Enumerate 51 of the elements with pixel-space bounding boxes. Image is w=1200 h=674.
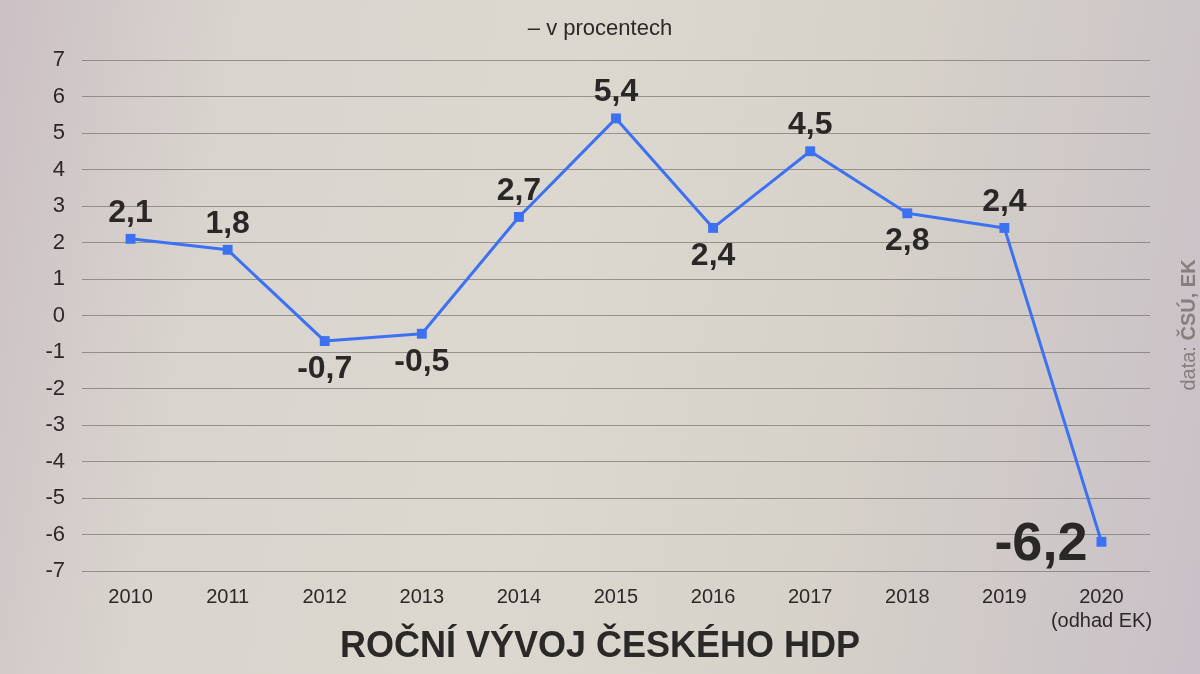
data-label: -6,2 [994,510,1088,571]
point [319,336,330,346]
y-tick-label: -3 [45,411,65,437]
data-label: 4,5 [787,105,833,142]
y-tick-label: 6 [52,82,65,108]
x-tick-label: 2016 [690,584,736,607]
data-label: 2,4 [690,235,736,272]
x-tick-label: 2020 (odhad EK) [1050,584,1153,631]
data-label: 2,8 [885,221,930,258]
point [1096,536,1107,547]
data-label: 2,1 [108,192,153,229]
y-tick-label: -2 [45,374,65,400]
y-tick-label: 1 [52,265,65,291]
point [222,244,233,255]
data-label: -0,7 [297,349,353,386]
point [708,222,719,233]
text: data: ČSÚ, EK [1177,259,1199,391]
x-tick-label: 2013 [399,584,445,607]
point [125,233,136,244]
point [902,208,913,219]
x-tick-label: 2011 [206,584,250,607]
chart-subtitle: – v procentech [526,14,674,42]
data-label: 5,4 [593,72,639,109]
y-tick-label: 7 [52,46,65,72]
x-tick-label: 2015 [593,584,639,607]
x-tick-label: 2014 [496,584,542,607]
data-label: 1,8 [205,203,250,240]
x-tick-label: 2012 [302,584,347,607]
point [611,113,621,124]
y-tick-label: 3 [52,192,65,218]
data-label: 2,4 [982,181,1027,218]
x-tick-label: 2017 [787,584,833,607]
point [513,212,524,222]
point [416,328,427,339]
y-tick-label: -4 [45,447,65,473]
y-tick-label: -5 [45,484,65,510]
y-tick-label: 0 [52,301,65,327]
y-tick-label: 4 [52,155,65,181]
y-tick-label: 5 [52,119,65,145]
point [805,146,816,157]
y-tick-label: -6 [45,520,65,546]
point [999,222,1010,233]
x-tick-label: 2019 [982,584,1027,607]
x-tick-label: 2018 [885,584,930,607]
text: ROČNÍ VÝVOJ ČESKÉHO HDP [339,624,861,665]
x-tick-label: 2010 [108,584,153,607]
y-tick-label: -7 [45,557,65,583]
y-tick-label: -1 [45,338,65,364]
y-tick-label: 2 [52,228,65,254]
data-label: -0,5 [394,341,450,378]
data-label: 2,7 [496,170,542,207]
